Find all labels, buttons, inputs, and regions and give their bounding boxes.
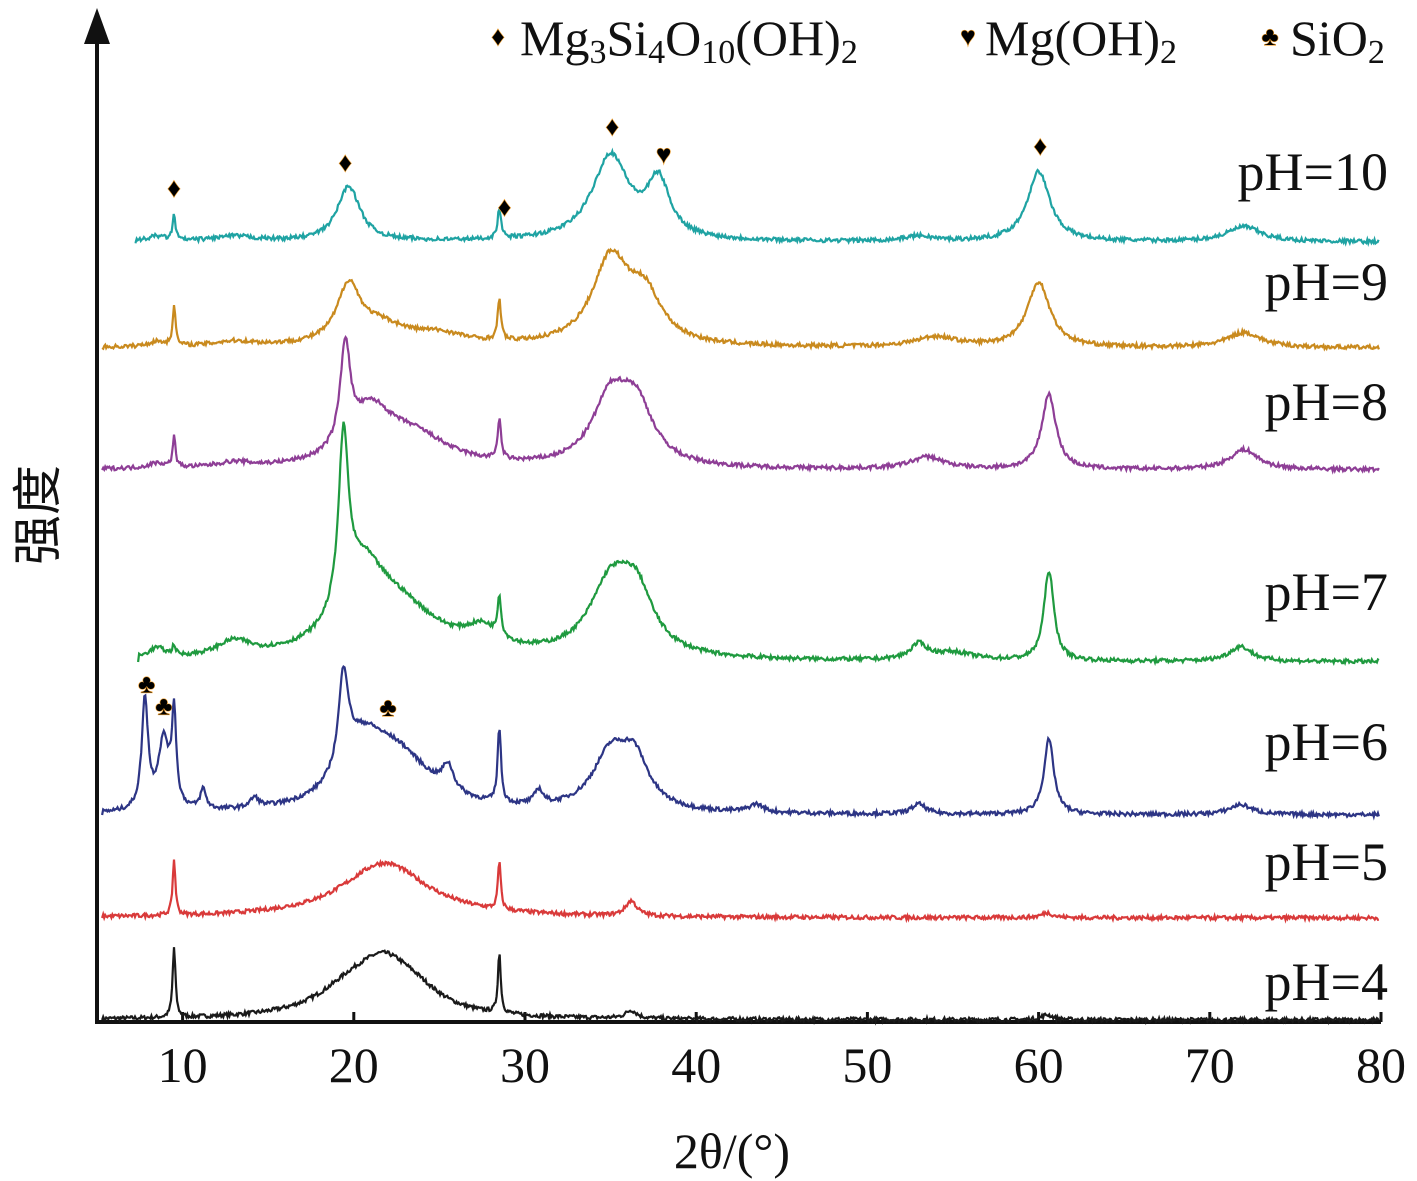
phase-marker: ♦ (606, 112, 619, 141)
series-label-ph-9: pH=9 (1265, 252, 1388, 312)
legend-symbol-sio2: ♣ (1261, 22, 1278, 51)
x-tick-label: 80 (1356, 1037, 1406, 1093)
phase-marker: ♣ (380, 693, 397, 722)
y-axis-arrow (84, 8, 110, 44)
series-label-ph-7: pH=7 (1265, 562, 1388, 622)
legend-label-mgoh2: Mg(OH)2 (985, 10, 1177, 71)
series-label-ph-8: pH=8 (1265, 372, 1388, 432)
series-line-ph-9 (101, 247, 1380, 352)
legend-label-sio2: SiO2 (1290, 10, 1385, 71)
phase-marker: ♣ (138, 670, 155, 699)
series-label-ph-10: pH=10 (1238, 142, 1388, 202)
series-line-ph-6 (101, 664, 1380, 821)
x-tick-label: 20 (329, 1037, 379, 1093)
phase-marker: ♦ (498, 192, 511, 221)
legend-label-talc: Mg3Si4O10(OH)2 (520, 10, 858, 71)
x-tick-label: 70 (1185, 1037, 1235, 1093)
phase-marker: ♦ (339, 148, 352, 177)
x-tick-label: 30 (500, 1037, 550, 1093)
phase-marker: ♣ (155, 691, 172, 720)
x-tick-label: 60 (1014, 1037, 1064, 1093)
phase-marker: ♦ (167, 173, 180, 202)
series-label-ph-5: pH=5 (1265, 832, 1388, 892)
legend-symbol-mgoh2: ♥ (960, 22, 975, 51)
x-tick-label: 40 (671, 1037, 721, 1093)
series-line-ph-7 (137, 421, 1380, 667)
legend-symbol-talc: ♦ (491, 22, 504, 51)
x-axis-title: 2θ/(°) (674, 1123, 790, 1179)
series-line-ph-4 (101, 947, 1380, 1026)
x-tick-label: 50 (842, 1037, 892, 1093)
series-line-ph-10 (134, 147, 1380, 247)
phase-marker: ♦ (1034, 132, 1047, 161)
series-label-ph-4: pH=4 (1265, 952, 1388, 1012)
series-label-ph-6: pH=6 (1265, 712, 1388, 772)
x-tick-label: 10 (158, 1037, 208, 1093)
y-axis-title: 强度 (10, 465, 66, 565)
legend: ♦ Mg3Si4O10(OH)2 ♥ Mg(OH)2 ♣ SiO2 (491, 10, 1385, 71)
series-line-ph-8 (101, 335, 1380, 475)
phase-marker: ♥ (656, 140, 671, 169)
series-line-ph-5 (101, 858, 1380, 924)
